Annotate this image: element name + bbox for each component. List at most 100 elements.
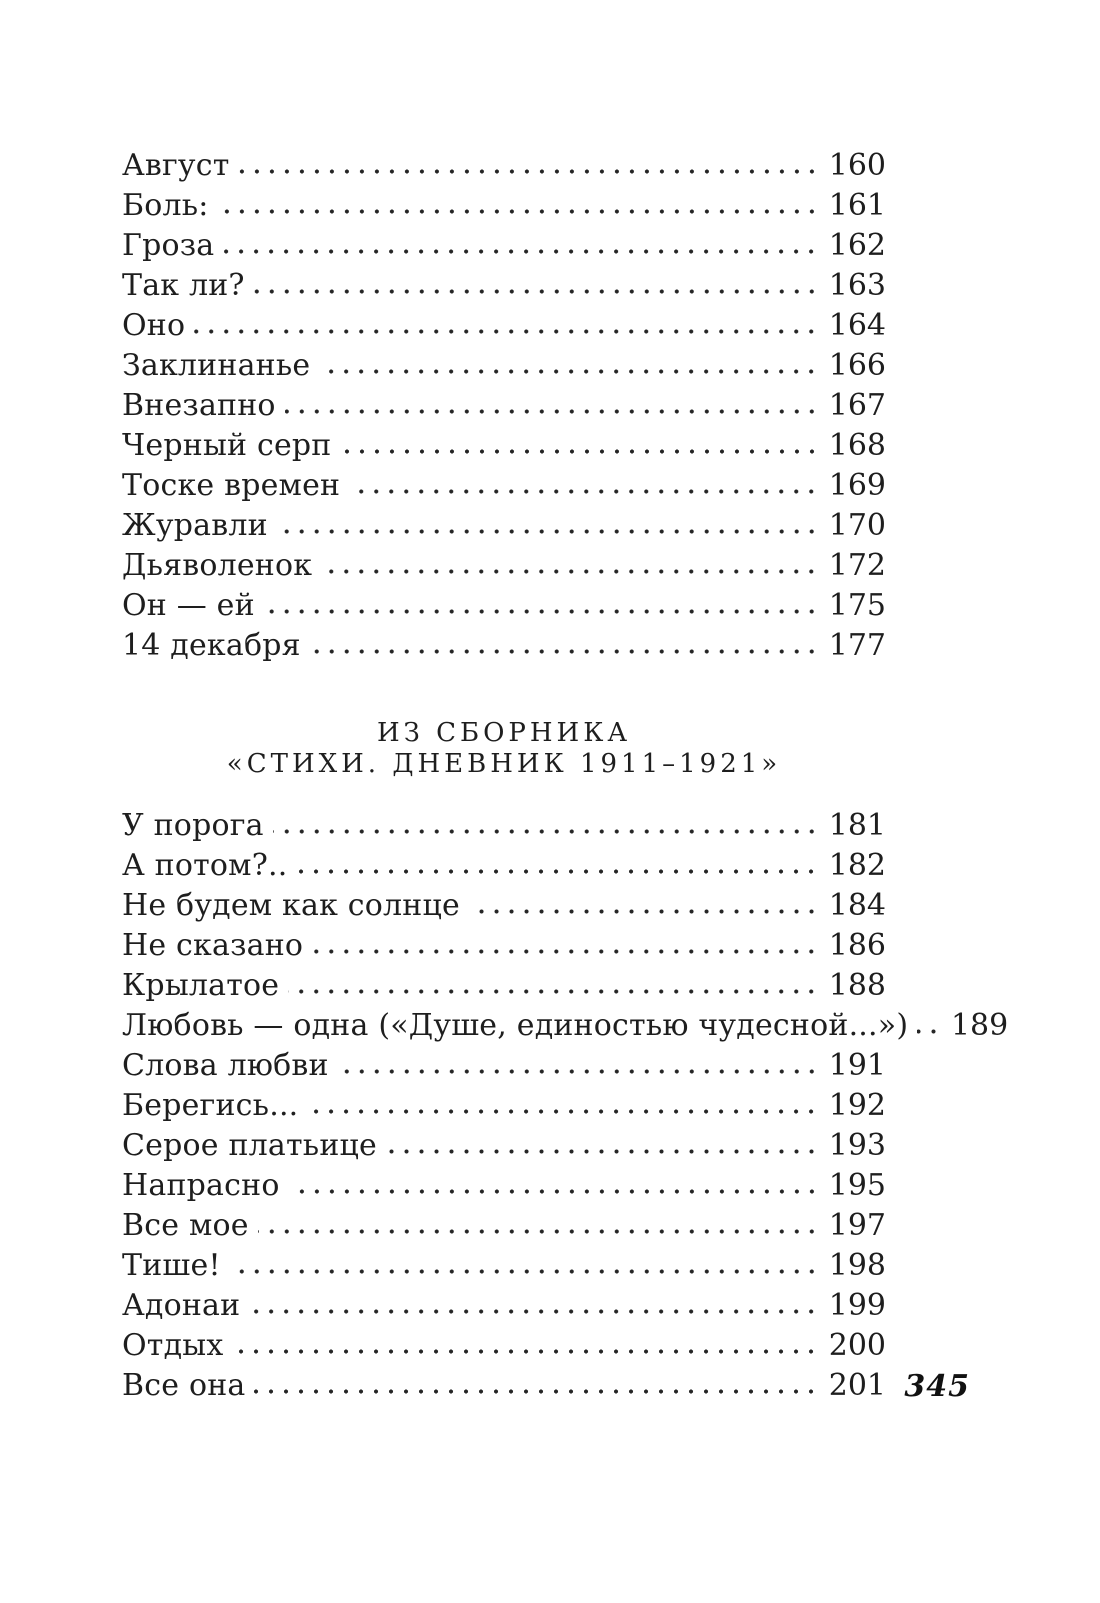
toc-entry-title: Серое платьице [122, 1128, 377, 1163]
toc-entry-row: Слова любви 191 [122, 1046, 886, 1086]
toc-entry-title: Крылатое [122, 968, 280, 1003]
toc-entry-title: Не сказано [122, 928, 304, 963]
dot-leader [232, 1326, 819, 1366]
toc-entry-page-number: 169 [828, 468, 886, 503]
toc-entry-title: Внезапно [122, 388, 276, 423]
toc-entry-title: Гроза [122, 228, 215, 263]
toc-entry-page-number: 186 [828, 928, 886, 963]
toc-entry-title: Все она [122, 1368, 246, 1403]
dot-leader [284, 386, 819, 426]
toc-entry-title: Черный серп [122, 428, 332, 463]
toc-entry-row: Август 160 [122, 146, 886, 186]
toc-entry-row: Дьяволенок 172 [122, 546, 886, 586]
toc-entry-title: Адонаи [122, 1288, 241, 1323]
dot-leader [309, 626, 819, 666]
dot-leader [288, 966, 819, 1006]
dot-leader [349, 466, 819, 506]
toc-entry-title: А потом?.. [122, 848, 288, 883]
toc-section-second: У порога 181 А потом?.. 182 Не будем как… [122, 806, 1008, 1406]
dot-leader [468, 886, 819, 926]
toc-entry-page-number: 199 [828, 1288, 886, 1323]
dot-leader [272, 806, 819, 846]
toc-entry-title: Заклинанье [122, 348, 311, 383]
toc-entry-row: Адонаи 199 [122, 1286, 886, 1326]
dot-leader [253, 266, 819, 306]
toc-entry-title: Оно [122, 308, 186, 343]
toc-entry-title: Все мое [122, 1208, 249, 1243]
toc-entry-page-number: 162 [828, 228, 886, 263]
toc-entry-title: Тоске времен [122, 468, 341, 503]
toc-entry-page-number: 161 [828, 188, 886, 223]
toc-entry-page-number: 198 [828, 1248, 886, 1283]
toc-entry-row: Не сказано 186 [122, 926, 886, 966]
dot-leader [257, 1206, 819, 1246]
toc-entry-page-number: 191 [828, 1048, 886, 1083]
toc-entry-title: У порога [122, 808, 264, 843]
toc-entry-row: Тоске времен 169 [122, 466, 886, 506]
toc-entry-row: Заклинанье 166 [122, 346, 886, 386]
toc-entry-page-number: 188 [828, 968, 886, 1003]
toc-entry-page-number: 175 [828, 588, 886, 623]
toc-entry-page-number: 197 [828, 1208, 886, 1243]
toc-entry-title: Он — ей [122, 588, 255, 623]
toc-section-first: Август 160 Боль: 161 Гроза 162 Так ли? 1… [122, 146, 886, 666]
dot-leader [229, 1246, 819, 1286]
toc-entry-row: А потом?.. 182 [122, 846, 886, 886]
section-heading-line-2: «СТИХИ. ДНЕВНИК 1911–1921» [226, 749, 782, 779]
toc-entry-page-number: 193 [828, 1128, 886, 1163]
toc-entry-row: Журавли 170 [122, 506, 886, 546]
toc-entry-row: 14 декабря 177 [122, 626, 886, 666]
dot-leader [223, 226, 819, 266]
toc-entry-title: Не будем как солнце [122, 888, 460, 923]
dot-leader [321, 546, 819, 586]
toc-entry-row: Гроза 162 [122, 226, 886, 266]
toc-entry-title: Слова любви [122, 1048, 329, 1083]
section-heading-line-1: ИЗ СБОРНИКА [376, 718, 632, 748]
toc-entry-row: Напрасно 195 [122, 1166, 886, 1206]
toc-entry-row: Внезапно 167 [122, 386, 886, 426]
dot-leader [217, 186, 819, 226]
dot-leader [312, 926, 819, 966]
toc-entry-row: Он — ей 175 [122, 586, 886, 626]
toc-entry-title: Боль: [122, 188, 209, 223]
dot-leader [337, 1046, 819, 1086]
toc-entry-row: Оно 164 [122, 306, 886, 346]
toc-entry-row: Отдых 200 [122, 1326, 886, 1366]
toc-entry-title: Дьяволенок [122, 548, 313, 583]
toc-entry-page-number: 192 [828, 1088, 886, 1123]
page-number-folio: 345 [904, 1369, 970, 1404]
toc-entry-page-number: 182 [828, 848, 886, 883]
toc-entry-page-number: 160 [828, 148, 886, 183]
toc-entry-title: Берегись... [122, 1088, 299, 1123]
toc-entry-page-number: 167 [828, 388, 886, 423]
dot-leader [254, 1366, 819, 1406]
toc-entry-row: Так ли? 163 [122, 266, 886, 306]
toc-entry-page-number: 172 [828, 548, 886, 583]
dot-leader [263, 586, 819, 626]
dot-leader [385, 1126, 819, 1166]
dot-leader [296, 846, 819, 886]
toc-entry-row: Не будем как солнце 184 [122, 886, 886, 926]
toc-entry-row: Крылатое 188 [122, 966, 886, 1006]
dot-leader [194, 306, 819, 346]
toc-entry-row: Все мое 197 [122, 1206, 886, 1246]
toc-entry-page-number: 189 [950, 1008, 1009, 1043]
toc-entry-title: Любовь — одна («Душе, единостью чудесной… [122, 1008, 909, 1043]
dot-leader [288, 1166, 819, 1206]
toc-entry-title: Тише! [122, 1248, 221, 1283]
dot-leader [340, 426, 819, 466]
toc-entry-title: Так ли? [122, 268, 245, 303]
toc-entry-page-number: 164 [828, 308, 886, 343]
toc-entry-page-number: 195 [828, 1168, 886, 1203]
toc-entry-title: 14 декабря [122, 628, 301, 663]
table-of-contents: Август 160 Боль: 161 Гроза 162 Так ли? 1… [122, 146, 1008, 1406]
dot-leader [249, 1286, 819, 1326]
dot-leader [276, 506, 819, 546]
dot-leader [917, 1006, 942, 1046]
toc-entry-page-number: 163 [828, 268, 886, 303]
toc-entry-title: Напрасно [122, 1168, 280, 1203]
toc-entry-page-number: 166 [828, 348, 886, 383]
toc-entry-title: Август [122, 148, 230, 183]
toc-entry-row: Боль: 161 [122, 186, 886, 226]
dot-leader [238, 146, 819, 186]
